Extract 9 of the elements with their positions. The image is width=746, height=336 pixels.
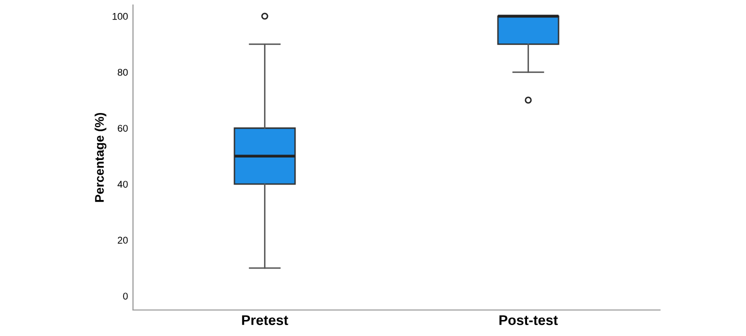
x-tick-label: Post-test bbox=[499, 315, 558, 326]
y-tick-label: 80 bbox=[118, 68, 128, 76]
y-tick-label: 20 bbox=[118, 236, 128, 244]
y-axis-title: Percentage (%) bbox=[94, 112, 106, 202]
y-tick-label: 100 bbox=[112, 12, 128, 20]
y-tick-label: 40 bbox=[118, 180, 128, 188]
x-tick-label: Pretest bbox=[242, 315, 288, 326]
y-tick-label: 0 bbox=[123, 292, 128, 300]
y-tick-label: 60 bbox=[118, 124, 128, 132]
